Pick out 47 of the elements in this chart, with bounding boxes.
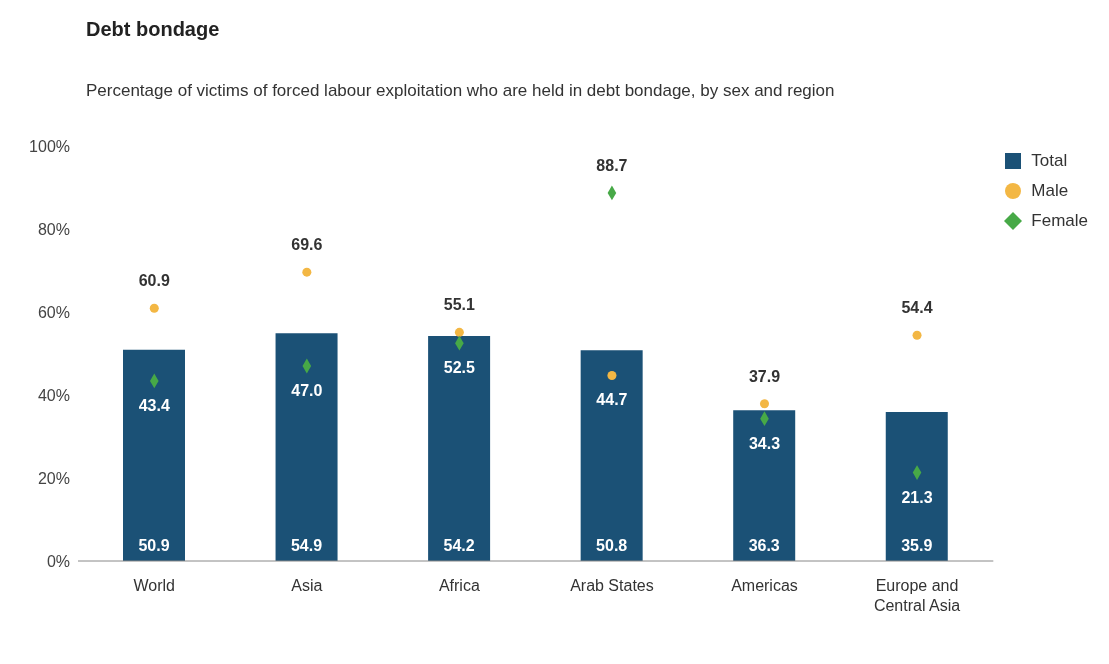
data-label: 54.2	[443, 537, 475, 554]
data-label: 54.4	[901, 299, 933, 317]
data-label: 47.0	[291, 381, 323, 399]
y-tick-label: 80%	[37, 220, 70, 238]
data-label: 69.6	[291, 236, 323, 254]
x-tick-label: World	[133, 577, 176, 594]
bar	[275, 333, 338, 561]
bar	[733, 410, 796, 561]
y-tick-label: 0%	[46, 552, 70, 570]
data-label: 88.7	[596, 156, 628, 174]
data-label: 52.5	[443, 359, 476, 377]
bar	[123, 349, 185, 561]
data-label: 43.4	[138, 396, 170, 414]
x-tick-label: Americas	[731, 577, 798, 594]
x-tick-label: Africa	[438, 577, 480, 594]
point	[607, 370, 617, 380]
data-label: 44.7	[596, 391, 628, 409]
data-label: 55.1	[443, 296, 476, 314]
chart-subtitle: Percentage of victims of forced labour exploitation who are held in debt bondage, by sex and region	[85, 80, 836, 101]
data-label: 36.3	[748, 537, 780, 554]
point	[912, 330, 922, 340]
bar	[428, 336, 491, 561]
data-label: 35.9	[901, 537, 933, 554]
point	[454, 327, 464, 337]
data-label: 34.3	[748, 434, 781, 452]
data-label: 21.3	[901, 488, 933, 506]
x-tick-label: Arab States	[570, 577, 654, 594]
point	[759, 399, 769, 409]
chart-title: Debt bondage	[85, 17, 221, 41]
legend-label: Male	[1031, 181, 1069, 201]
point	[302, 267, 312, 277]
bar	[580, 350, 643, 561]
data-label: 50.9	[138, 537, 170, 554]
y-tick-label: 60%	[37, 303, 70, 321]
y-tick-label: 20%	[37, 469, 70, 487]
data-label: 37.9	[748, 367, 781, 385]
legend-label: Total	[1031, 151, 1068, 171]
y-tick-label: 100%	[29, 137, 70, 155]
point	[149, 303, 159, 313]
x-tick-label: Europe and Central Asia	[873, 577, 961, 614]
data-label: 54.9	[290, 537, 323, 554]
data-label: 60.9	[138, 272, 170, 290]
x-tick-label: Asia	[291, 577, 323, 594]
data-label: 50.8	[596, 537, 628, 554]
legend-label: Female	[1031, 211, 1088, 231]
bar	[885, 412, 948, 561]
y-tick-label: 40%	[37, 386, 70, 404]
